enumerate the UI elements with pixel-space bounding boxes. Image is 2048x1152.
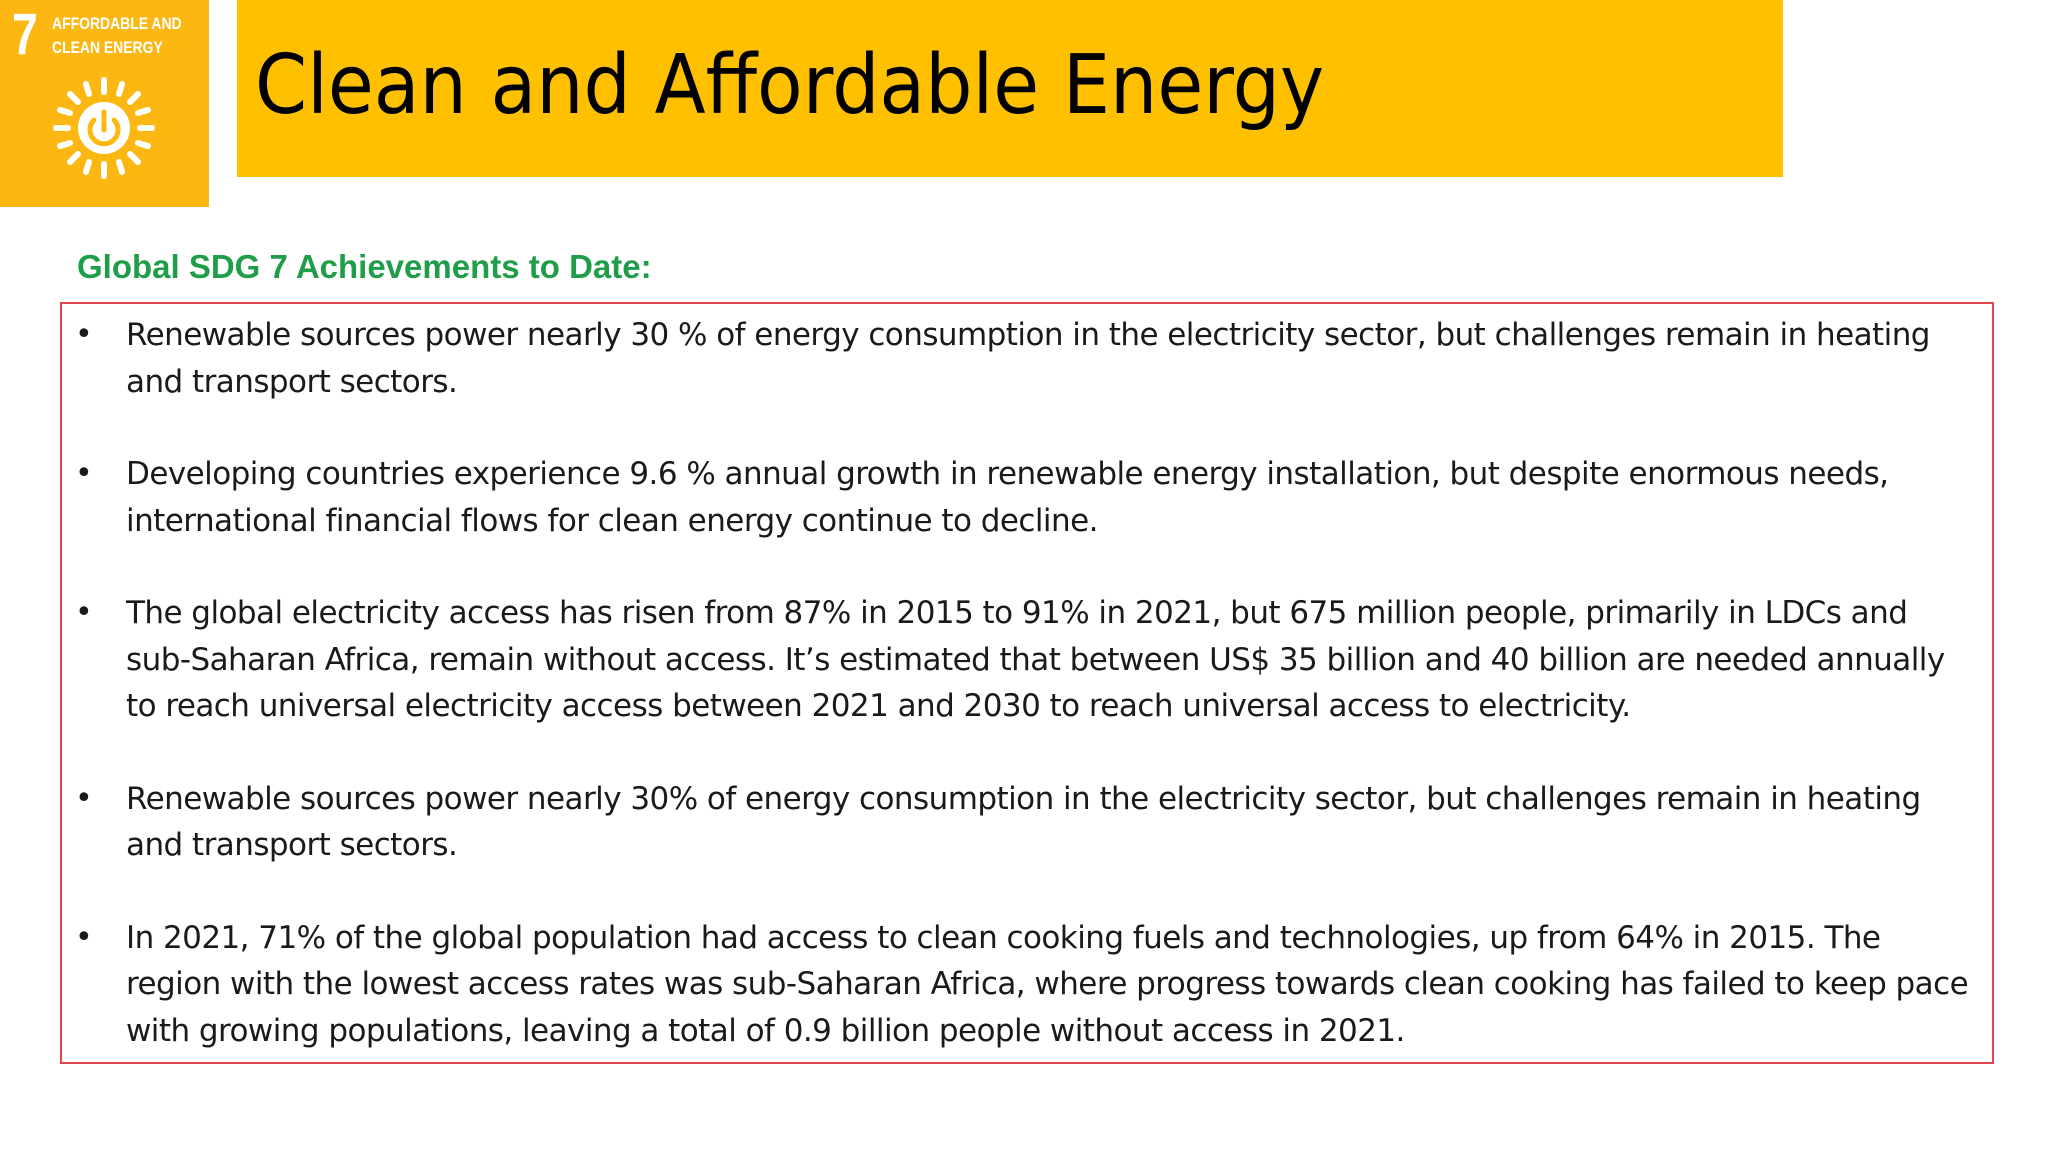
sdg-caption: AFFORDABLE AND CLEAN ENERGY <box>52 12 182 60</box>
section-heading: Global SDG 7 Achievements to Date: <box>77 248 652 285</box>
sdg-number: 7 <box>12 2 38 67</box>
sdg-caption-line-1: AFFORDABLE AND <box>52 14 182 33</box>
bullet-icon: • <box>75 595 93 630</box>
bullet-text: The global electricity access has risen … <box>126 595 1945 724</box>
list-item: • Renewable sources power nearly 30 % of… <box>62 312 1992 405</box>
bullet-icon: • <box>75 317 93 352</box>
list-item: • Developing countries experience 9.6 % … <box>62 451 1992 544</box>
bullet-icon: • <box>75 919 93 955</box>
bullet-text: In 2021, 71% of the global population ha… <box>126 919 1969 1049</box>
sun-power-icon <box>53 77 155 179</box>
bullet-text: Renewable sources power nearly 30% of en… <box>126 780 1921 864</box>
achievements-list: • Renewable sources power nearly 30 % of… <box>62 312 1992 1100</box>
list-item: • In 2021, 71% of the global population … <box>62 915 1992 1055</box>
list-item: • Renewable sources power nearly 30% of … <box>62 776 1992 869</box>
bullet-text: Renewable sources power nearly 30 % of e… <box>126 317 1930 400</box>
page-title: Clean and Affordable Energy <box>255 38 1325 133</box>
list-item: • The global electricity access has rise… <box>62 590 1992 730</box>
sdg-7-badge: 7 AFFORDABLE AND CLEAN ENERGY <box>0 0 209 207</box>
bullet-text: Developing countries experience 9.6 % an… <box>126 456 1889 539</box>
sdg-caption-line-2: CLEAN ENERGY <box>52 38 163 57</box>
achievements-box: • Renewable sources power nearly 30 % of… <box>60 302 1994 1064</box>
title-bar: Clean and Affordable Energy <box>237 0 1783 177</box>
bullet-icon: • <box>75 780 93 816</box>
bullet-icon: • <box>75 456 93 491</box>
